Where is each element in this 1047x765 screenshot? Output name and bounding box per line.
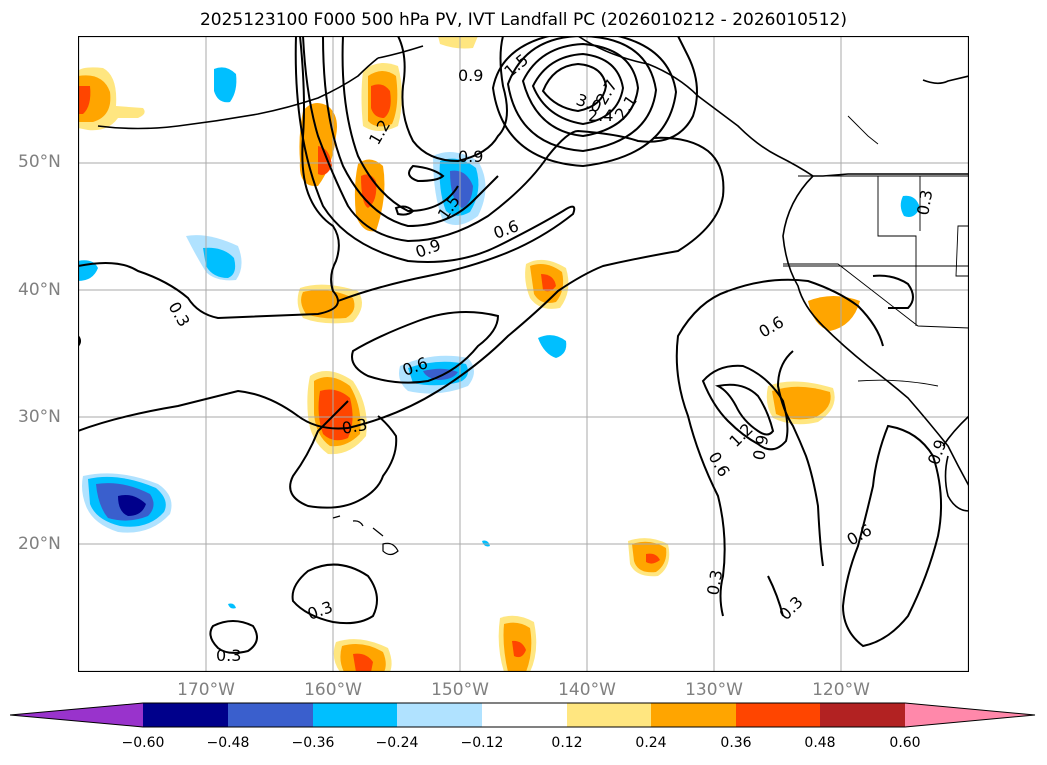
colorbar-bin — [567, 703, 651, 727]
lat-label-30n: 30°N — [18, 407, 61, 427]
colorbar-tick-label: −0.12 — [460, 735, 504, 751]
anomaly-blob-positive — [333, 36, 860, 672]
lat-label-40n: 40°N — [18, 280, 61, 300]
colorbar-tick-label: −0.60 — [121, 735, 165, 751]
lon-label-130w: 130°W — [685, 680, 743, 700]
map-title: 2025123100 F000 500 hPa PV, IVT Landfall… — [199, 10, 847, 30]
contour-label: 0.3 — [703, 568, 726, 596]
colorbar-bin — [228, 703, 313, 727]
colorbar — [10, 702, 1036, 728]
contour-label: 0.3 — [340, 415, 368, 438]
contour-label: 0.3 — [913, 188, 936, 216]
colorbar-tick-label: 0.60 — [889, 735, 921, 751]
map-background — [78, 36, 969, 672]
lon-label-160w: 160°W — [304, 680, 362, 700]
colorbar-bin — [736, 703, 820, 727]
anomaly-blob-positive — [78, 67, 145, 131]
contour-label: 2.4 — [588, 106, 613, 125]
pv-contours — [78, 36, 943, 654]
contour-label: 0.9 — [458, 147, 483, 166]
colorbar-bin — [820, 703, 905, 727]
anomaly-blob-negative — [433, 152, 486, 225]
colorbar-outline — [10, 702, 1036, 728]
colorbar-tick-label: 0.36 — [720, 735, 752, 751]
colorbar-bin — [397, 703, 482, 727]
anomaly-blob-positive — [766, 381, 835, 425]
borders — [783, 115, 969, 387]
lat-label-50n: 50°N — [18, 152, 61, 172]
lon-label-150w: 150°W — [431, 680, 489, 700]
lon-label-140w: 140°W — [558, 680, 616, 700]
contour-label: 0.9 — [458, 66, 483, 85]
colorbar-tick-label: −0.48 — [206, 735, 250, 751]
filled-anomalies — [78, 36, 920, 672]
colorbar-bin — [651, 703, 736, 727]
colorbar-bin — [143, 703, 228, 727]
map-panel: 0.9 1.5 3.0 2.7 2.4 2.1 1.2 0.9 1.5 0.9 … — [78, 36, 969, 672]
colorbar-extend-min — [10, 703, 143, 727]
contour-label: 0.3 — [216, 646, 241, 665]
anomaly-blob-negative — [82, 473, 172, 533]
anomaly-blob-positive — [361, 62, 402, 132]
map-frame — [78, 36, 969, 672]
colorbar-tick-label: 0.24 — [635, 735, 667, 751]
lon-label-120w: 120°W — [812, 680, 870, 700]
colorbar-tick-label: −0.36 — [291, 735, 335, 751]
colorbar-tick-label: 0.48 — [804, 735, 836, 751]
colorbar-bin — [482, 703, 567, 727]
contour-label: 0.9 — [749, 433, 772, 461]
colorbar-extend-max — [905, 703, 1035, 727]
colorbar-bin — [313, 703, 397, 727]
hawaii-islands — [332, 515, 399, 556]
lat-label-20n: 20°N — [18, 534, 61, 554]
colorbar-tick-label: −0.24 — [375, 735, 419, 751]
lon-label-170w: 170°W — [177, 680, 235, 700]
coastlines — [97, 36, 969, 512]
colorbar-tick-label: 0.12 — [551, 735, 583, 751]
